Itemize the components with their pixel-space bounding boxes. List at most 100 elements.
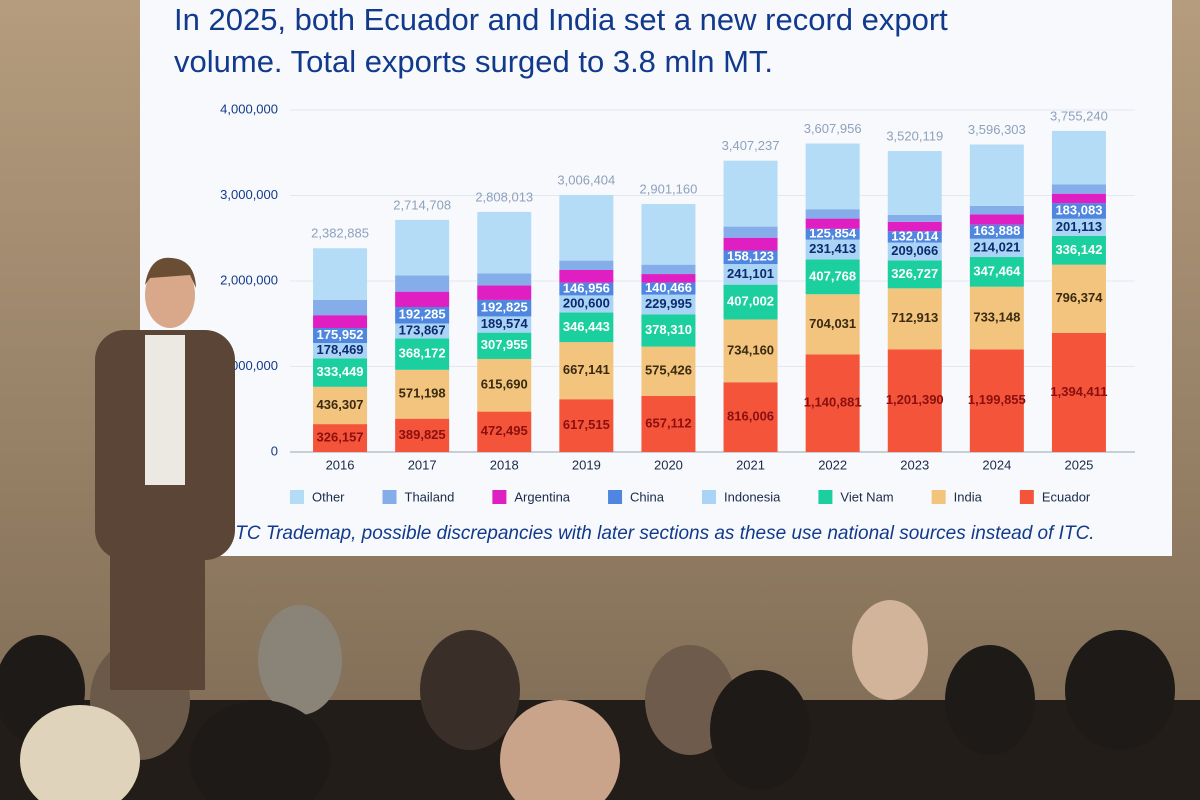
value-label: 1,199,855: [968, 392, 1026, 407]
bar-segment: [887, 349, 942, 452]
value-label: 189,574: [481, 316, 529, 331]
bar-segment: [313, 424, 368, 452]
x-tick-label: 2024: [982, 457, 1011, 472]
value-label: 163,888: [973, 223, 1020, 238]
value-label: 173,867: [399, 322, 446, 337]
bar-segment: [723, 237, 778, 251]
legend-label: Viet Nam: [840, 489, 893, 504]
value-label: 407,002: [727, 293, 774, 308]
audience: [0, 600, 1200, 800]
value-label: 183,083: [1055, 202, 1102, 217]
bar-segment: [313, 358, 368, 387]
value-label: 615,690: [481, 377, 528, 392]
bar-segment: [559, 295, 614, 313]
bar-segment: [805, 228, 860, 240]
bar-segment: [559, 282, 614, 296]
value-label: 1,140,881: [804, 395, 862, 410]
bar-segment: [969, 286, 1024, 350]
bar-segment: [641, 395, 696, 452]
bar-segment: [477, 332, 532, 359]
bar-segment: [969, 205, 1024, 215]
bar-segment: [313, 343, 368, 359]
legend-label: Indonesia: [724, 489, 781, 504]
value-label: 333,449: [317, 364, 364, 379]
bar-segment: [969, 349, 1024, 452]
value-label: 571,198: [399, 386, 446, 401]
value-label: 575,426: [645, 363, 692, 378]
bar-segment: [805, 259, 860, 295]
bar-segment: [887, 214, 942, 222]
value-label: 734,160: [727, 342, 774, 357]
x-tick-label: 2016: [326, 457, 355, 472]
x-tick-label: 2019: [572, 457, 601, 472]
value-label: 1,201,390: [886, 392, 944, 407]
bar-segment: [395, 418, 450, 452]
bar-segment: [723, 250, 778, 265]
legend-swatch: [382, 490, 397, 504]
bar-segment: [805, 209, 860, 219]
value-label: 657,112: [645, 415, 691, 430]
bar-segment: [395, 338, 450, 370]
total-label: 2,714,708: [393, 197, 451, 212]
value-label: 378,310: [645, 322, 692, 337]
value-label: 667,141: [563, 362, 610, 377]
value-label: 368,172: [399, 346, 446, 361]
bar-segment: [641, 282, 696, 295]
y-tick-label: 3,000,000: [220, 187, 278, 202]
bar-segment: [1051, 332, 1106, 452]
value-label: 407,768: [809, 268, 856, 283]
bar-segment: [723, 319, 778, 383]
value-label: 200,600: [563, 295, 610, 310]
value-label: 192,825: [481, 300, 528, 315]
bar-segment: [559, 260, 614, 270]
bar-segment: [887, 231, 942, 243]
bar-segment: [559, 312, 614, 343]
bar-segment: [559, 194, 614, 261]
value-label: 346,443: [563, 319, 610, 334]
bar-segment: [1051, 235, 1106, 265]
bar-segment: [477, 285, 532, 300]
bar-segment: [969, 144, 1024, 206]
bar-segment: [1051, 203, 1106, 219]
bar-segment: [395, 291, 450, 308]
bar-segment: [1051, 130, 1106, 185]
bar-segment: [313, 315, 368, 328]
bar-segment: [313, 386, 368, 425]
total-label: 3,407,237: [722, 138, 780, 153]
total-label: 2,808,013: [475, 189, 533, 204]
title-line: In 2025, both Ecuador and India set a ne…: [174, 2, 948, 79]
value-label: 712,913: [891, 310, 938, 325]
bar-segment: [1051, 193, 1106, 204]
value-label: 231,413: [809, 241, 856, 256]
value-label: 816,006: [727, 409, 774, 424]
value-label: 617,515: [563, 417, 610, 432]
value-label: 472,495: [481, 423, 528, 438]
value-label: 436,307: [317, 397, 364, 412]
value-label: 347,464: [973, 263, 1021, 278]
value-label: 175,952: [317, 327, 364, 342]
bar-segment: [1051, 184, 1106, 194]
value-label: 326,727: [891, 266, 938, 281]
legend-swatch: [492, 490, 507, 504]
legend-swatch: [818, 490, 833, 504]
bar-segment: [887, 242, 942, 261]
bar-segment: [559, 270, 614, 283]
value-label: 241,101: [727, 266, 774, 281]
bar-segment: [969, 257, 1024, 287]
bar-segment: [805, 294, 860, 355]
total-label: 3,755,240: [1050, 108, 1108, 123]
x-tick-label: 2025: [1064, 457, 1093, 472]
bar-segment: [1051, 218, 1106, 236]
bar-segment: [313, 299, 368, 316]
value-label: 178,469: [317, 342, 364, 357]
bar-segment: [313, 248, 368, 300]
legend-label: Ecuador: [1042, 489, 1091, 504]
bar-segment: [641, 314, 696, 347]
bar-segment: [395, 275, 450, 292]
bar-segment: [805, 143, 860, 210]
value-label: 158,123: [727, 249, 774, 264]
bar-segment: [887, 221, 942, 232]
value-label: 132,014: [891, 228, 939, 243]
legend-label: China: [630, 489, 665, 504]
